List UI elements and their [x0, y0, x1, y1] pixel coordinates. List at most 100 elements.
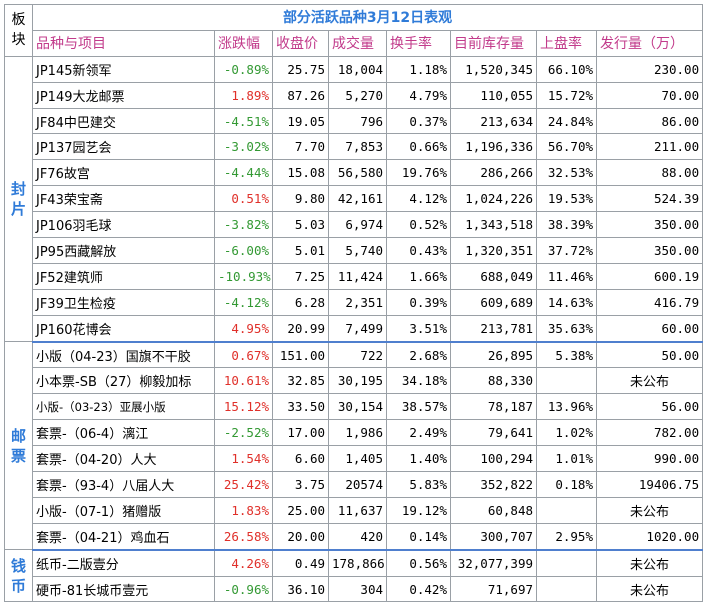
turnover-rate: 0.37% — [386, 107, 451, 135]
listing-rate: 5.38% — [536, 341, 597, 369]
close-price: 5.01 — [272, 237, 329, 264]
volume-value: 178,866 — [328, 549, 387, 577]
table-row: JF43荣宝斋 0.51% 9.80 42,161 4.12% 1,024,226 19.5… — [5, 185, 704, 213]
listing-rate: 11.46% — [536, 262, 597, 290]
table-row: 套票-（93-4）八届人大 25.42% 3.75 20574 5.83% 352,822… — [5, 471, 704, 498]
item-name: 小版-（03-23）亚展小版 — [32, 393, 215, 421]
change-value: 1.54% — [214, 445, 273, 473]
turnover-rate: 0.56% — [386, 549, 451, 577]
stock-amount: 1,196,336 — [450, 133, 537, 161]
volume-value: 30,154 — [328, 393, 387, 421]
change-value: 25.42% — [214, 471, 273, 498]
volume-value: 5,270 — [328, 81, 387, 109]
turnover-rate: 19.76% — [386, 159, 451, 187]
table-row: JP137园艺会 -3.02% 7.70 7,853 0.66% 1,196,336 56.… — [5, 133, 704, 161]
table-body: 板块 部分活跃品种3月12日表观 品种与项目 涨跌幅 收盘价 成交量 换手率 目… — [4, 4, 704, 603]
change-value: 4.26% — [214, 549, 273, 577]
volume-value: 7,499 — [328, 314, 387, 343]
stock-amount: 688,049 — [450, 262, 537, 290]
table-row: 小本票-SB（27）柳毅加标 10.61% 32.85 30,195 34.18% 88,… — [5, 367, 704, 395]
listing-rate — [536, 367, 597, 395]
issue-amount: 未公布 — [595, 496, 704, 524]
issue-amount: 未公布 — [595, 367, 704, 395]
stock-amount: 300,707 — [450, 522, 537, 551]
close-price: 6.60 — [272, 445, 329, 473]
table-row: JP106羽毛球 -3.82% 5.03 6,974 0.52% 1,343,518 38.… — [5, 211, 704, 239]
change-value: -4.44% — [214, 159, 273, 187]
change-value: 1.83% — [214, 496, 273, 524]
header-listing: 上盘率 — [536, 29, 597, 57]
header-close: 收盘价 — [272, 29, 329, 57]
issue-amount: 70.00 — [595, 81, 704, 109]
turnover-rate: 5.83% — [386, 471, 451, 498]
corner-label: 板块 — [4, 4, 33, 57]
stock-amount: 78,187 — [450, 393, 537, 421]
change-value: -10.93% — [214, 262, 273, 290]
issue-amount: 19406.75 — [595, 471, 704, 498]
listing-rate: 13.96% — [536, 393, 597, 421]
turnover-rate: 1.66% — [386, 262, 451, 290]
turnover-rate: 0.66% — [386, 133, 451, 161]
close-price: 19.05 — [272, 107, 329, 135]
volume-value: 304 — [328, 575, 387, 603]
stock-amount: 286,266 — [450, 159, 537, 187]
issue-amount: 416.79 — [595, 288, 704, 316]
change-value: 10.61% — [214, 367, 273, 395]
volume-value: 30,195 — [328, 367, 387, 395]
listing-rate: 66.10% — [536, 55, 597, 83]
item-name: JF43荣宝斋 — [32, 185, 215, 213]
issue-amount: 211.00 — [595, 133, 704, 161]
turnover-rate: 1.18% — [386, 55, 451, 83]
volume-value: 420 — [328, 522, 387, 551]
listing-rate: 56.70% — [536, 133, 597, 161]
turnover-rate: 0.39% — [386, 288, 451, 316]
item-name: JP145新领军 — [32, 55, 215, 83]
header-change: 涨跌幅 — [214, 29, 273, 57]
table-row: 邮票 小版（04-23）国旗不干胶 0.67% 151.00 722 2.68% 26,89… — [4, 341, 704, 551]
turnover-rate: 34.18% — [386, 367, 451, 395]
close-price: 36.10 — [272, 575, 329, 603]
listing-rate: 19.53% — [536, 185, 597, 213]
turnover-rate: 4.79% — [386, 81, 451, 109]
table-title: 部分活跃品种3月12日表观 — [31, 4, 704, 31]
issue-amount: 88.00 — [595, 159, 704, 187]
item-name: 小版（04-23）国旗不干胶 — [32, 341, 215, 369]
listing-rate — [536, 575, 597, 603]
change-value: 26.58% — [214, 522, 273, 551]
listing-rate: 37.72% — [536, 237, 597, 264]
volume-value: 20574 — [328, 471, 387, 498]
table-row: 钱币 纸币-二版壹分 4.26% 0.49 178,866 0.56% 32,077,399… — [4, 549, 704, 603]
turnover-rate: 4.12% — [386, 185, 451, 213]
turnover-rate: 0.43% — [386, 237, 451, 264]
turnover-rate: 1.40% — [386, 445, 451, 473]
stock-amount: 88,330 — [450, 367, 537, 395]
turnover-rate: 3.51% — [386, 314, 451, 343]
close-price: 6.28 — [272, 288, 329, 316]
listing-rate: 0.18% — [536, 471, 597, 498]
close-price: 7.25 — [272, 262, 329, 290]
issue-amount: 782.00 — [595, 419, 704, 447]
change-value: -4.12% — [214, 288, 273, 316]
turnover-rate: 2.49% — [386, 419, 451, 447]
listing-rate — [536, 549, 597, 577]
stock-amount: 213,634 — [450, 107, 537, 135]
table-row: JP160花博会 4.95% 20.99 7,499 3.51% 213,781 35.63… — [5, 314, 704, 343]
item-name: 套票-（93-4）八届人大 — [32, 471, 215, 498]
table-row: JF76故宫 -4.44% 15.08 56,580 19.76% 286,266 32.5… — [5, 159, 704, 187]
issue-amount: 未公布 — [595, 549, 704, 577]
change-value: -6.00% — [214, 237, 273, 264]
close-price: 20.00 — [272, 522, 329, 551]
item-name: JP149大龙邮票 — [32, 81, 215, 109]
table-row: 小版-（03-23）亚展小版 15.12% 33.50 30,154 38.57% 78,… — [5, 393, 704, 421]
stock-amount: 1,320,351 — [450, 237, 537, 264]
stock-amount: 609,689 — [450, 288, 537, 316]
listing-rate: 14.63% — [536, 288, 597, 316]
listing-rate — [536, 496, 597, 524]
table-row: JF84中巴建交 -4.51% 19.05 796 0.37% 213,634 24.84%… — [5, 107, 704, 135]
change-value: -0.96% — [214, 575, 273, 603]
change-value: -3.02% — [214, 133, 273, 161]
item-name: 硬币-81长城币壹元 — [32, 575, 215, 603]
change-value: -0.89% — [214, 55, 273, 83]
volume-value: 1,405 — [328, 445, 387, 473]
stock-amount: 60,848 — [450, 496, 537, 524]
